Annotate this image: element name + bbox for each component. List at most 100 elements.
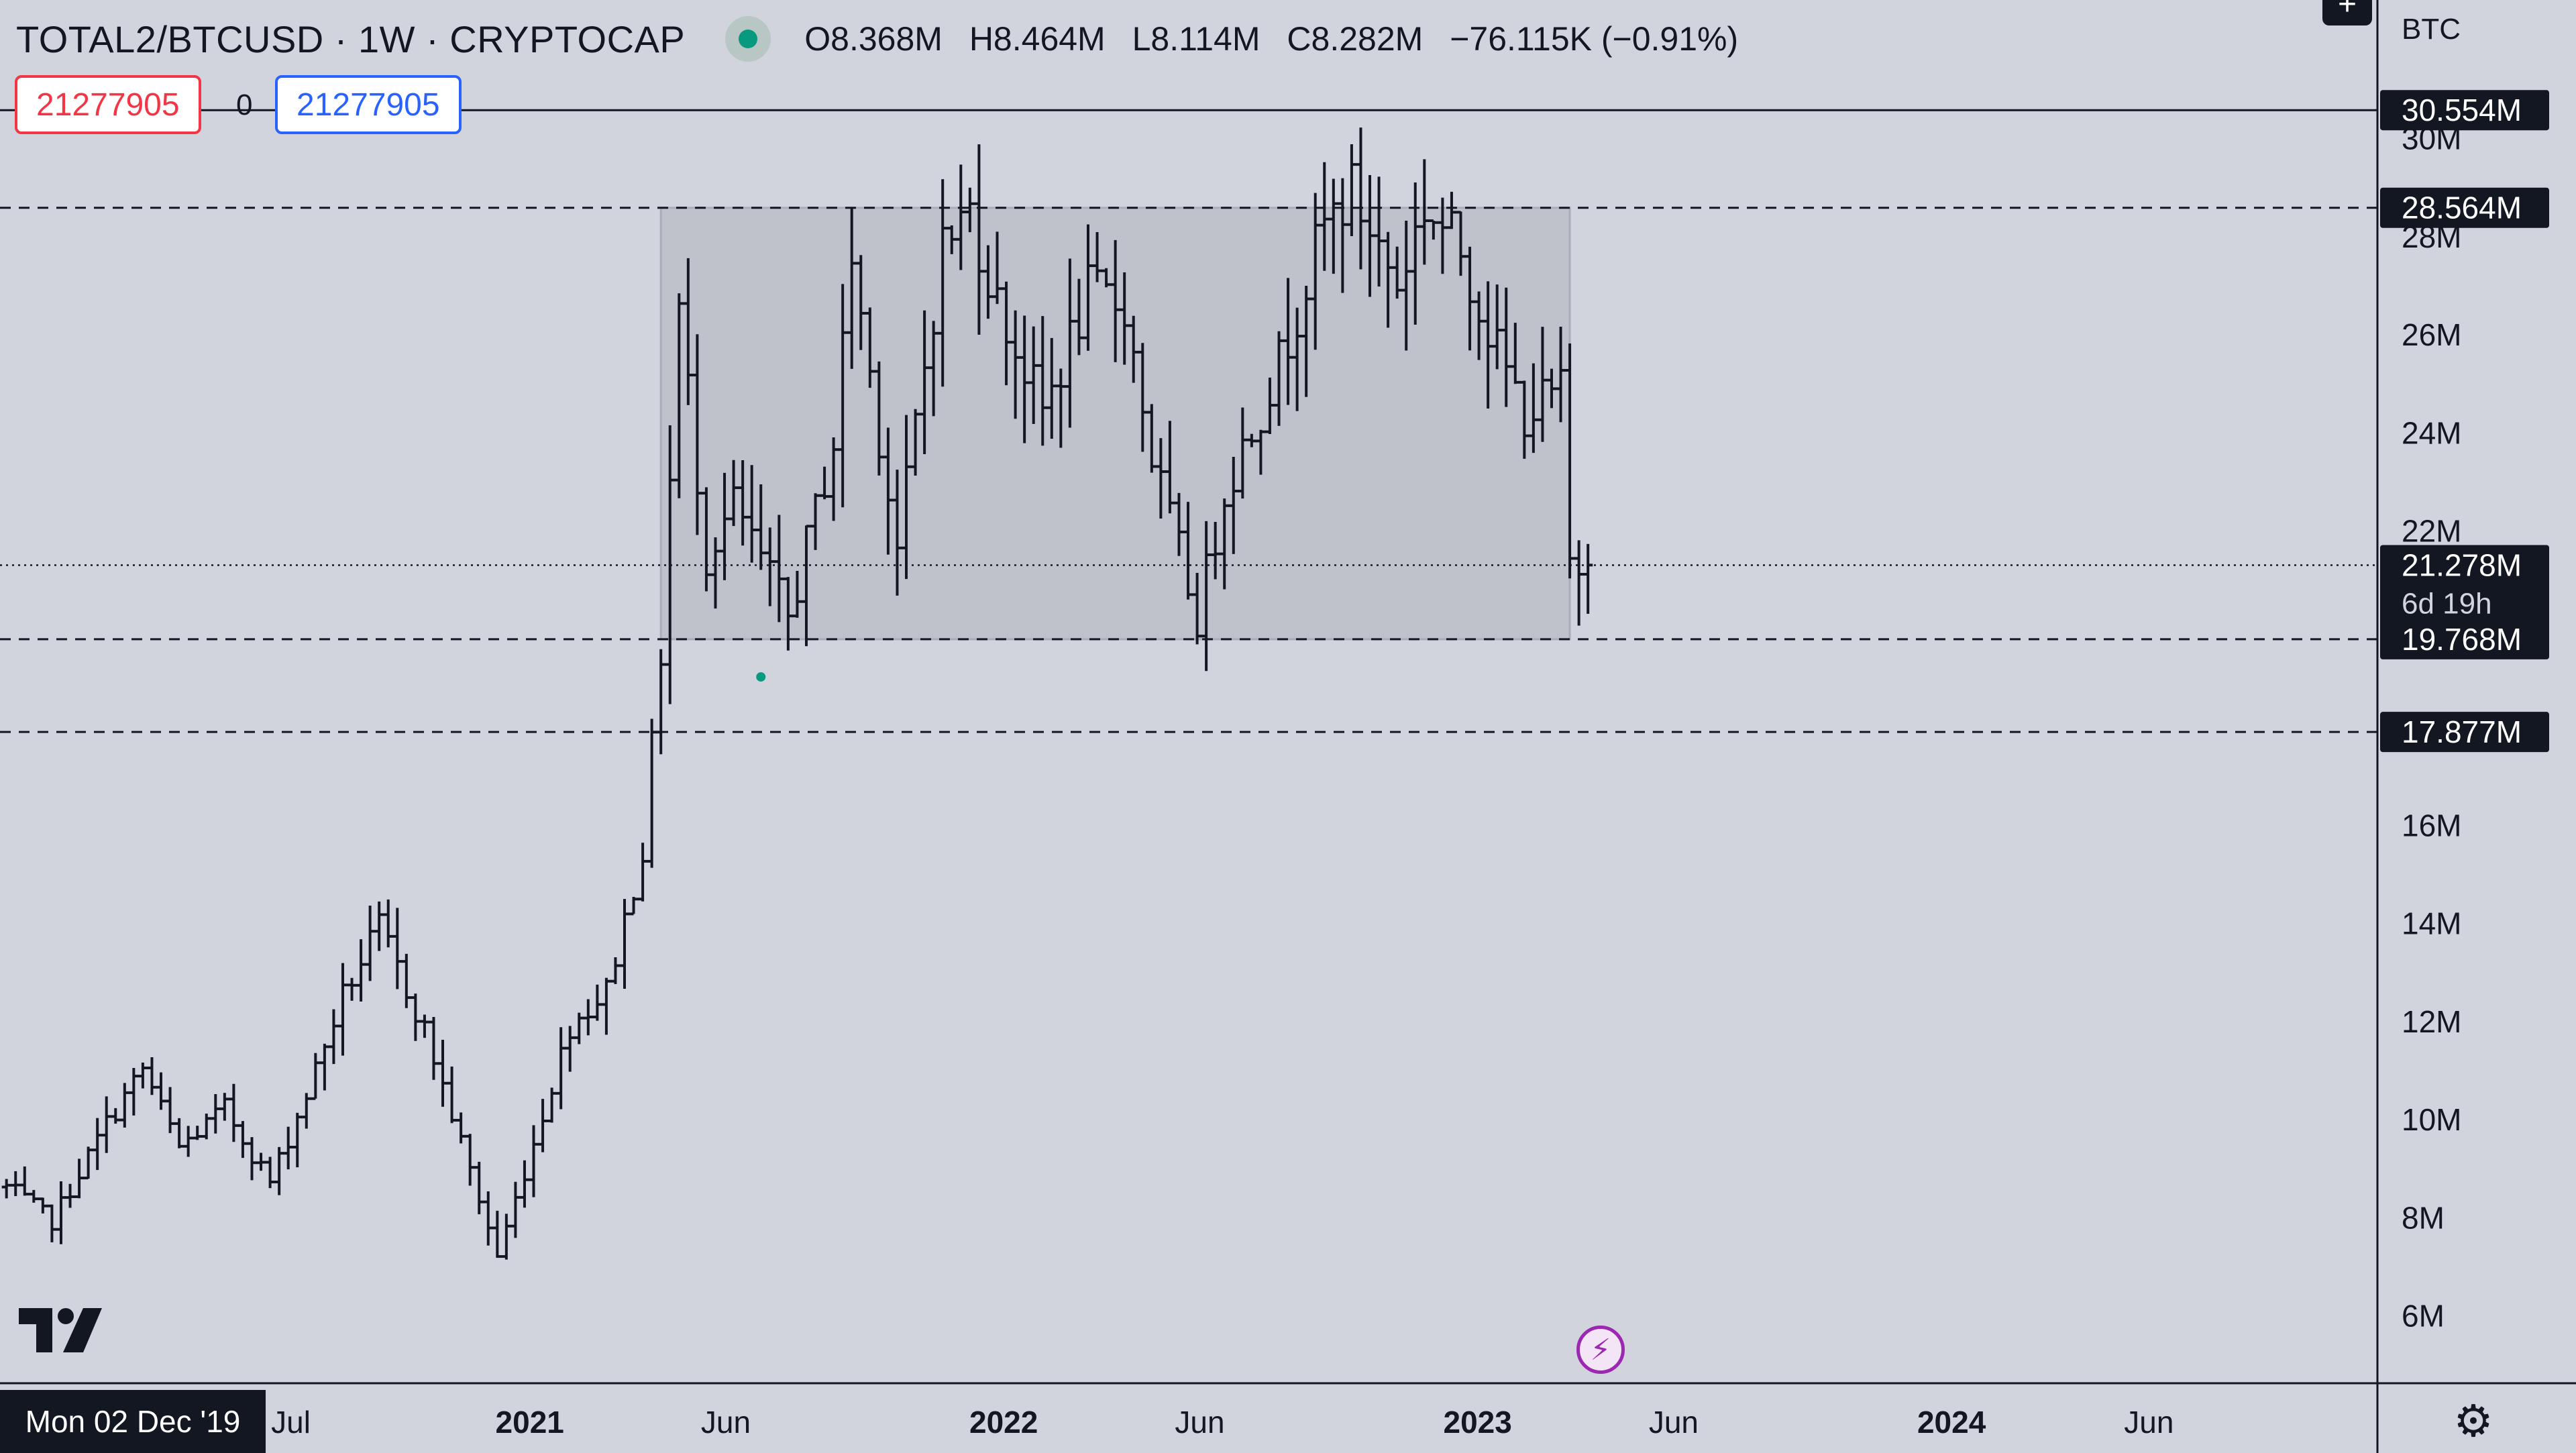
ohlc-bar[interactable] [974, 144, 984, 335]
ohlc-bar[interactable] [93, 1118, 103, 1171]
ohlc-bar[interactable] [11, 1171, 21, 1197]
ohlc-bar[interactable] [1356, 127, 1366, 270]
ohlc-bar[interactable] [65, 1183, 75, 1208]
ohlc-bar[interactable] [1192, 572, 1202, 645]
ohlc-bar[interactable] [174, 1118, 184, 1148]
ohlc-bar[interactable] [365, 906, 375, 981]
ohlc-bar[interactable] [792, 570, 802, 618]
crosshair-value-red[interactable]: 21277905 [15, 75, 201, 134]
ohlc-bar[interactable] [1446, 191, 1456, 229]
ohlc-bar[interactable] [119, 1083, 129, 1128]
ohlc-bar[interactable] [74, 1159, 85, 1199]
ohlc-bar[interactable] [1346, 144, 1356, 236]
ohlc-bar[interactable] [256, 1152, 266, 1171]
ohlc-bar[interactable] [720, 472, 730, 580]
ohlc-bar[interactable] [1338, 178, 1348, 293]
ohlc-bar[interactable] [738, 460, 748, 546]
ohlc-bar[interactable] [511, 1181, 521, 1238]
ohlc-bar[interactable] [1165, 421, 1175, 514]
ohlc-bar[interactable] [1028, 326, 1038, 425]
ohlc-bar[interactable] [1138, 343, 1148, 452]
ohlc-bar[interactable] [1510, 323, 1520, 384]
ohlc-bar[interactable] [1410, 182, 1420, 325]
ohlc-bar[interactable] [547, 1087, 557, 1123]
ohlc-bar[interactable] [656, 649, 666, 755]
ohlc-bar[interactable] [429, 1017, 439, 1080]
ohlc-bar[interactable] [1220, 498, 1230, 590]
ohlc-bar[interactable] [1246, 433, 1256, 447]
ohlc-bar[interactable] [1428, 219, 1438, 240]
ohlc-bar[interactable] [165, 1087, 175, 1134]
ohlc-bar[interactable] [956, 164, 966, 270]
ohlc-bar[interactable] [193, 1126, 203, 1140]
ohlc-bar[interactable] [19, 1166, 30, 1196]
ohlc-bar[interactable] [101, 1096, 111, 1153]
ohlc-bar[interactable] [283, 1126, 293, 1170]
ohlc-bar[interactable] [938, 179, 948, 387]
ohlc-bar[interactable] [610, 957, 621, 984]
ohlc-bar[interactable] [519, 1160, 529, 1208]
ohlc-bar[interactable] [1274, 331, 1284, 426]
ohlc-bar[interactable] [629, 896, 639, 916]
ohlc-bar[interactable] [1501, 287, 1511, 407]
ohlc-bar[interactable] [465, 1134, 475, 1186]
ohlc-bar[interactable] [211, 1093, 221, 1134]
ohlc-bar[interactable] [347, 977, 357, 1001]
ohlc-bar[interactable] [1419, 159, 1430, 265]
ohlc-bar[interactable] [892, 470, 902, 596]
ohlc-bar[interactable] [920, 310, 930, 454]
ohlc-bar[interactable] [1146, 404, 1157, 473]
ohlc-bar[interactable] [674, 293, 684, 498]
ohlc-bar[interactable] [638, 843, 648, 902]
ohlc-bar[interactable] [483, 1191, 493, 1246]
ohlc-bar[interactable] [1201, 521, 1212, 671]
ohlc-bar[interactable] [1574, 540, 1584, 626]
ohlc-bar[interactable] [1102, 268, 1112, 288]
ohlc-bar[interactable] [683, 258, 693, 405]
ohlc-bar[interactable] [965, 187, 975, 233]
ohlc-bar[interactable] [492, 1210, 502, 1258]
ohlc-bar[interactable] [411, 993, 421, 1041]
ohlc-bar[interactable] [574, 1012, 584, 1044]
ohlc-bar[interactable] [910, 409, 920, 476]
ohlc-bar[interactable] [1438, 197, 1448, 274]
ohlc-bar[interactable] [374, 901, 384, 951]
ohlc-bar[interactable] [1174, 492, 1184, 556]
ohlc-bar[interactable] [301, 1093, 311, 1129]
ohlc-bar[interactable] [810, 493, 820, 550]
ohlc-bar[interactable] [29, 1189, 39, 1203]
ohlc-bar[interactable] [756, 484, 766, 570]
ohlc-bar[interactable] [529, 1125, 539, 1197]
ohlc-bar[interactable] [874, 361, 884, 476]
ohlc-bar[interactable] [947, 225, 957, 254]
ohlc-bar[interactable] [865, 307, 875, 388]
ohlc-bar[interactable] [111, 1108, 121, 1124]
ohlc-bar[interactable] [1010, 310, 1020, 419]
ohlc-bar[interactable] [1210, 521, 1220, 580]
ohlc-bar[interactable] [237, 1121, 248, 1159]
ohlc-bar[interactable] [1183, 502, 1193, 600]
ohlc-bar[interactable] [438, 1039, 448, 1107]
ohlc-bar[interactable] [992, 231, 1002, 305]
ohlc-bar[interactable] [1528, 363, 1538, 453]
ohlc-bar[interactable] [1301, 285, 1311, 397]
ohlc-bar[interactable] [1074, 278, 1084, 356]
ohlc-bar[interactable] [1328, 178, 1338, 274]
ohlc-bar[interactable] [1392, 246, 1402, 299]
ohlc-bar[interactable] [1238, 407, 1248, 499]
ohlc-bar[interactable] [265, 1156, 275, 1189]
ohlc-bar[interactable] [1038, 316, 1048, 446]
ohlc-bar[interactable] [729, 460, 739, 527]
ohlc-bar[interactable] [1365, 175, 1375, 297]
ohlc-bar[interactable] [1565, 343, 1575, 579]
ohlc-bar[interactable] [392, 908, 402, 989]
ohlc-bar[interactable] [1, 1179, 11, 1199]
ohlc-bar[interactable] [1228, 457, 1238, 554]
ohlc-bar[interactable] [1083, 224, 1093, 351]
ohlc-bar[interactable] [701, 487, 711, 592]
ohlc-bar[interactable] [1583, 543, 1593, 614]
ohlc-bar[interactable] [692, 334, 702, 535]
ohlc-bar[interactable] [292, 1112, 303, 1168]
crosshair-value-blue[interactable]: 21277905 [275, 75, 462, 134]
